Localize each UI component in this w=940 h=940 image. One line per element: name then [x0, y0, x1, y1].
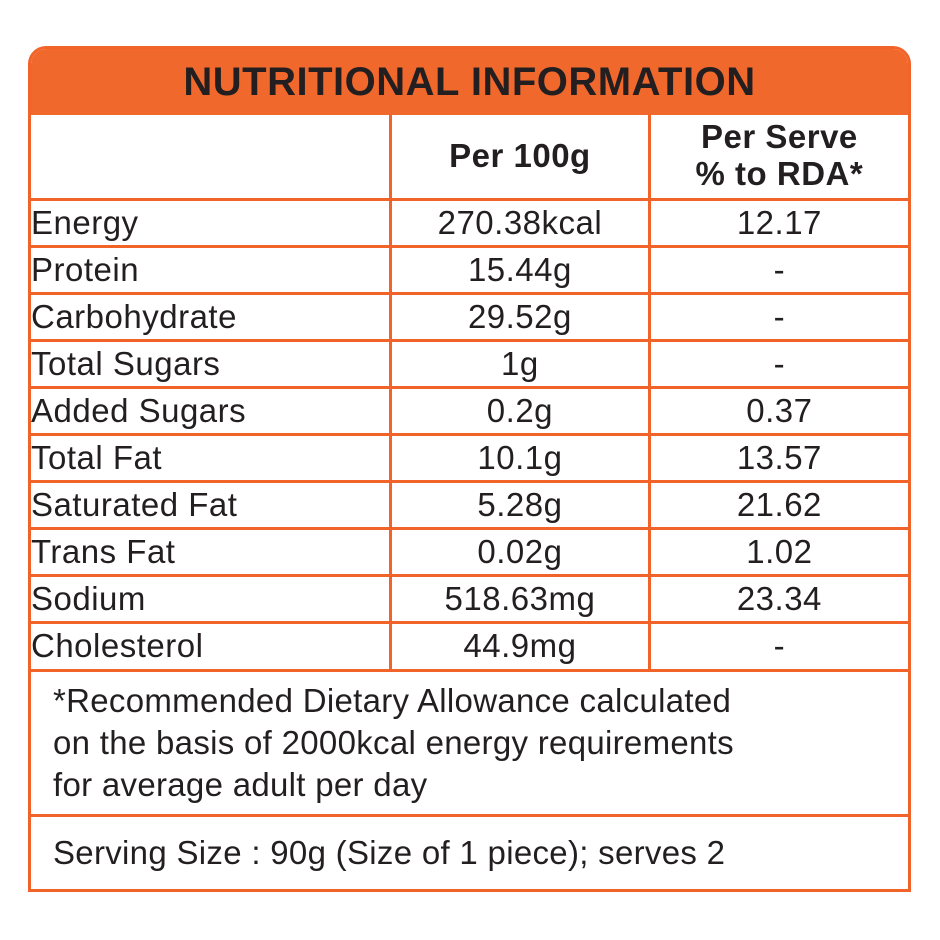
- serving-size-info: Serving Size : 90g (Size of 1 piece); se…: [31, 814, 908, 889]
- nutrient-label: Carbohydrate: [31, 291, 391, 340]
- per-serve-rda-value: 13.57: [647, 432, 908, 481]
- serving-size-text: Serving Size : 90g (Size of 1 piece); se…: [53, 834, 726, 871]
- nutrition-label: NUTRITIONAL INFORMATION Per 100g Per Ser…: [28, 46, 911, 892]
- table-row: Cholesterol 44.9mg -: [31, 620, 908, 669]
- header-per-serve-rda: Per Serve % to RDA*: [647, 115, 908, 199]
- table-row: Saturated Fat 5.28g 21.62: [31, 479, 908, 528]
- table-row: Total Sugars 1g -: [31, 338, 908, 387]
- per-serve-rda-value: -: [647, 291, 908, 340]
- rda-footnote-line: on the basis of 2000kcal energy requirem…: [53, 724, 734, 761]
- per-100g-value: 0.2g: [389, 385, 650, 434]
- table-row: Protein 15.44g -: [31, 244, 908, 293]
- per-serve-rda-value: -: [647, 338, 908, 387]
- per-serve-rda-value: 1.02: [647, 526, 908, 575]
- per-100g-value: 44.9mg: [389, 620, 650, 669]
- per-serve-rda-value: -: [647, 244, 908, 293]
- table-row: Trans Fat 0.02g 1.02: [31, 526, 908, 575]
- table-row: Sodium 518.63mg 23.34: [31, 573, 908, 622]
- per-serve-rda-value: 23.34: [647, 573, 908, 622]
- table-row: Added Sugars 0.2g 0.37: [31, 385, 908, 434]
- per-serve-rda-value: -: [647, 620, 908, 669]
- nutrient-label: Cholesterol: [31, 620, 391, 669]
- rda-footnote: *Recommended Dietary Allowance calculate…: [31, 669, 908, 814]
- rda-footnote-line: *Recommended Dietary Allowance calculate…: [53, 682, 732, 719]
- per-100g-value: 518.63mg: [389, 573, 650, 622]
- header-per-serve-line1: Per Serve: [700, 118, 858, 156]
- per-100g-value: 15.44g: [389, 244, 650, 293]
- header-blank-cell: [31, 115, 391, 199]
- table-row: Total Fat 10.1g 13.57: [31, 432, 908, 481]
- per-100g-value: 5.28g: [389, 479, 650, 528]
- table-header-row: Per 100g Per Serve % to RDA*: [31, 115, 908, 199]
- per-serve-rda-value: 12.17: [647, 197, 908, 246]
- per-100g-value: 29.52g: [389, 291, 650, 340]
- per-100g-value: 0.02g: [389, 526, 650, 575]
- nutrient-label: Total Sugars: [31, 338, 391, 387]
- nutrient-label: Sodium: [31, 573, 391, 622]
- label-title: NUTRITIONAL INFORMATION: [183, 59, 756, 104]
- nutrient-label: Energy: [31, 197, 391, 246]
- per-100g-value: 1g: [389, 338, 650, 387]
- nutrient-label: Total Fat: [31, 432, 391, 481]
- label-header-band: NUTRITIONAL INFORMATION: [31, 49, 908, 115]
- per-100g-value: 270.38kcal: [389, 197, 650, 246]
- nutrient-label: Added Sugars: [31, 385, 391, 434]
- header-per-serve-line2: % to RDA*: [695, 155, 864, 193]
- header-per-100g: Per 100g: [389, 115, 650, 199]
- nutrition-table: Per 100g Per Serve % to RDA* Energy 270.…: [31, 115, 908, 669]
- nutrient-label: Protein: [31, 244, 391, 293]
- table-row: Carbohydrate 29.52g -: [31, 291, 908, 340]
- nutrient-label: Trans Fat: [31, 526, 391, 575]
- per-serve-rda-value: 0.37: [647, 385, 908, 434]
- table-row: Energy 270.38kcal 12.17: [31, 197, 908, 246]
- per-100g-value: 10.1g: [389, 432, 650, 481]
- rda-footnote-line: for average adult per day: [53, 766, 428, 803]
- per-serve-rda-value: 21.62: [647, 479, 908, 528]
- nutrient-label: Saturated Fat: [31, 479, 391, 528]
